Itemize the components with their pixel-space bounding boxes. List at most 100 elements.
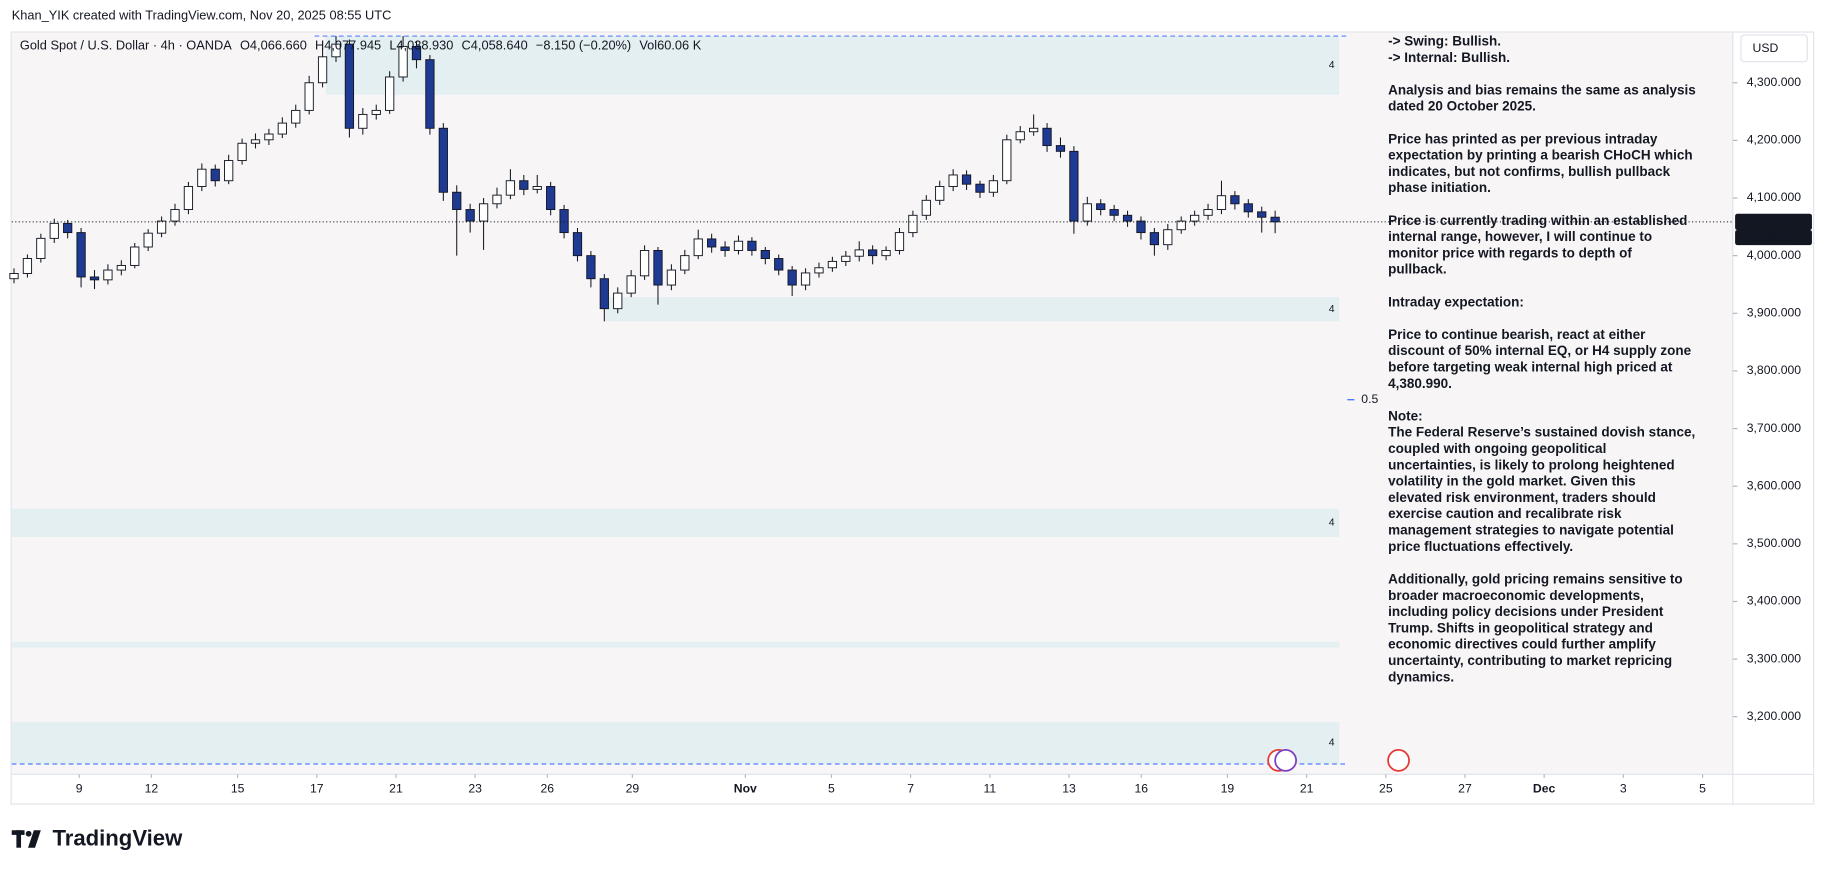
- y-tick-label: 3,600.000: [1747, 478, 1802, 492]
- annotation-line: uncertainties, is likely to prolong heig…: [1388, 457, 1675, 472]
- candle-body: [720, 246, 730, 251]
- legend-volume: Vol60.06 K: [639, 38, 701, 53]
- currency: USD: [1753, 41, 1779, 55]
- candle-body: [988, 180, 999, 193]
- candle-body: [130, 246, 140, 266]
- candle-body: [425, 59, 435, 129]
- candle-body: [948, 174, 958, 187]
- candle-body: [1122, 214, 1133, 222]
- candle-body: [894, 232, 905, 251]
- supply-demand-zone: [11, 641, 1340, 648]
- candle-body: [1029, 127, 1039, 133]
- candle-body: [143, 232, 153, 248]
- annotation-line: monitor price with regards to depth of: [1388, 245, 1632, 260]
- event-icon[interactable]: [1387, 749, 1410, 772]
- candle-body: [103, 269, 113, 281]
- last-price-badge: [1735, 213, 1812, 231]
- candle-body: [63, 222, 73, 234]
- x-tick-label: 5: [828, 782, 835, 796]
- candle-body: [1243, 203, 1253, 213]
- candle-body: [519, 180, 529, 190]
- candle-body: [237, 142, 247, 162]
- x-tick-label: 26: [541, 782, 555, 796]
- candle-body: [975, 183, 985, 193]
- y-tick-label: 3,300.000: [1747, 651, 1802, 665]
- countdown-badge: [1735, 230, 1812, 246]
- candle-body: [304, 82, 314, 111]
- candle-body: [317, 56, 328, 84]
- candle-body: [116, 264, 126, 271]
- annotation-line: elevated risk environment, traders shoul…: [1388, 490, 1656, 505]
- currency-box[interactable]: [1740, 34, 1808, 63]
- candle-body: [666, 269, 677, 286]
- candle-body: [210, 168, 220, 182]
- x-tick-label: 16: [1134, 782, 1148, 796]
- candle-body: [22, 258, 33, 274]
- annotation-line: The Federal Reserve’s sustained dovish s…: [1388, 425, 1695, 440]
- annotation-line: uncertainty, contributing to market repr…: [1388, 653, 1672, 668]
- annotation-line: Price has printed as per previous intrad…: [1388, 131, 1658, 146]
- candle-body: [331, 43, 341, 58]
- annotation-line: management strategies to navigate potent…: [1388, 523, 1674, 538]
- annotation-line: exercise caution and recalibrate risk: [1388, 506, 1622, 521]
- candle-body: [1069, 150, 1079, 222]
- candle-body: [572, 232, 583, 257]
- last-price-label: 4,058.640: [1746, 214, 1801, 228]
- y-tick-label: 3,700.000: [1747, 421, 1802, 435]
- logo-part: [25, 830, 32, 837]
- annotation-line: Price is currently trading within an est…: [1388, 213, 1687, 228]
- candle-body: [277, 122, 287, 135]
- x-tick-label: 12: [145, 782, 159, 796]
- candle-body: [344, 43, 355, 129]
- annotation-line: Note:: [1388, 408, 1423, 423]
- candle-body: [1002, 139, 1012, 182]
- candle-body: [1203, 209, 1213, 216]
- candle-body: [1096, 203, 1106, 211]
- candle-body: [747, 240, 757, 251]
- annotation-line: Intraday expectation:: [1388, 294, 1524, 309]
- annotation-line: Additionally, gold pricing remains sensi…: [1388, 571, 1683, 586]
- annotation-line: -> Swing: Bullish.: [1388, 33, 1501, 48]
- x-tick-label: 17: [310, 782, 324, 796]
- candle-body: [841, 255, 851, 262]
- candle-body: [1257, 211, 1267, 218]
- candle-body: [398, 45, 408, 78]
- plot-area: [11, 32, 1733, 775]
- candle-body: [1015, 131, 1025, 141]
- annotation-line: pullback.: [1388, 262, 1447, 277]
- logo-part: [16, 830, 22, 848]
- zones: 4 4 4 4: [11, 36, 1340, 764]
- annotation-line: phase initiation.: [1388, 180, 1491, 195]
- candle-body: [250, 139, 261, 144]
- candle-body: [868, 249, 878, 257]
- candle-body: [787, 269, 797, 286]
- x-tick-label: 21: [389, 782, 403, 796]
- candle-body: [626, 275, 636, 294]
- y-tick-label: 4,300.000: [1747, 75, 1802, 89]
- candle-body: [358, 113, 368, 129]
- candle-body: [814, 267, 824, 274]
- supply-demand-zone: [11, 508, 1340, 537]
- zone-label: 4: [1329, 738, 1335, 749]
- annotation-line: internal range, however, I will continue…: [1388, 229, 1652, 244]
- annotation-line: economic directives could further amplif…: [1388, 637, 1656, 652]
- candle-body: [452, 191, 462, 211]
- y-tick-label: 3,400.000: [1747, 594, 1802, 608]
- event-icon[interactable]: [1274, 749, 1297, 772]
- candle-body: [827, 260, 838, 269]
- fib-label: 0.5: [1361, 392, 1378, 406]
- x-tick-label: 5: [1699, 782, 1706, 796]
- legend-low: L4,038.930: [389, 38, 453, 53]
- y-tick-label: 4,100.000: [1747, 190, 1802, 204]
- candle-body: [559, 209, 569, 234]
- annotation-line: dated 20 October 2025.: [1388, 99, 1536, 114]
- annotation-line: price fluctuations effectively.: [1388, 539, 1573, 554]
- candle-body: [532, 186, 542, 190]
- annotation-line: Price to continue bearish, react at eith…: [1388, 327, 1646, 342]
- x-tick-label: 29: [626, 782, 640, 796]
- candle-body: [438, 127, 448, 193]
- candle-body: [1176, 220, 1186, 231]
- candle-body: [639, 249, 650, 277]
- zone-label: 4: [1329, 60, 1335, 71]
